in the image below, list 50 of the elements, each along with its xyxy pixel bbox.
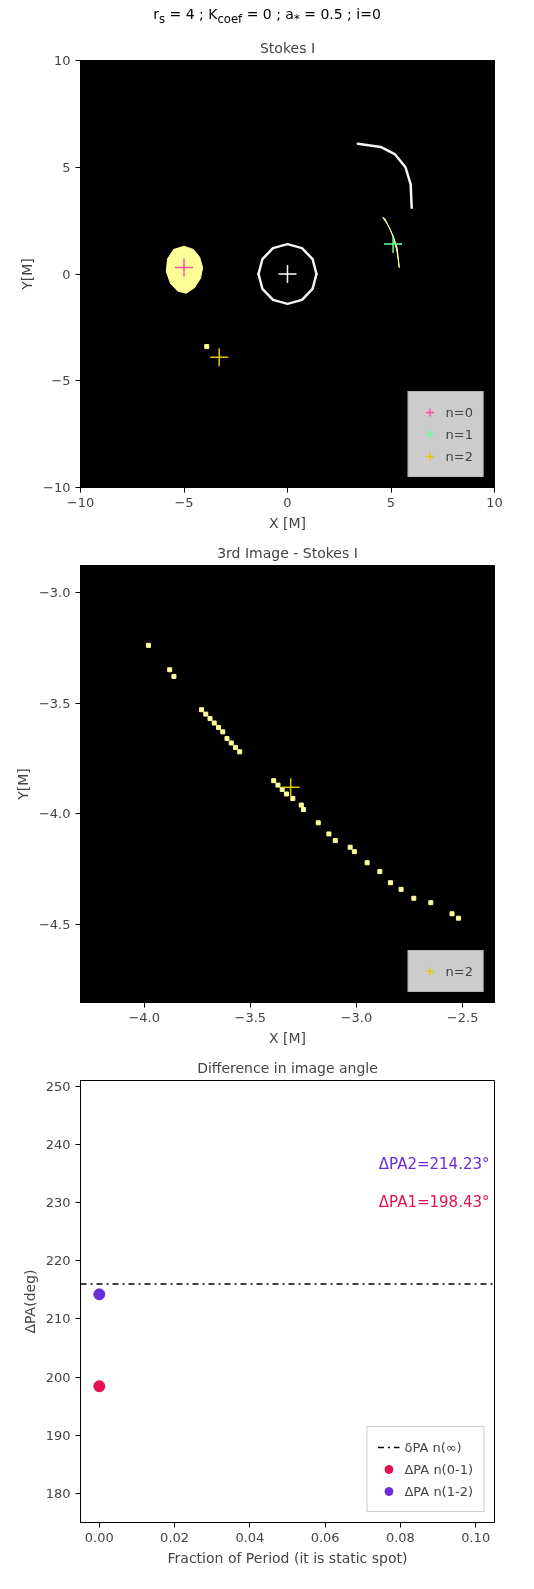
- x-tick-label: 0.08: [385, 1529, 415, 1545]
- y-tick-label: −3.0: [38, 584, 71, 600]
- x-tick-label: 0: [283, 494, 292, 510]
- y-tick-label: 250: [45, 1078, 71, 1094]
- y-tick-label: −3.5: [38, 695, 71, 711]
- y-tick-label: 0: [62, 266, 71, 282]
- chart-subtitle: Difference in image angle: [197, 1059, 378, 1076]
- y-tick-label: 10: [53, 53, 71, 68]
- annotation: ΔPA1=198.43°: [378, 1192, 490, 1211]
- y-tick-label: 5: [62, 159, 71, 175]
- y-tick-label: 190: [45, 1427, 71, 1443]
- x-tick-label: −3.0: [340, 1009, 373, 1025]
- x-tick-label: 0.00: [84, 1529, 114, 1545]
- legend-label: n=0: [445, 404, 473, 420]
- legend-label: n=2: [445, 963, 473, 979]
- y-tick-label: 200: [45, 1369, 71, 1385]
- x-tick-label: 0.06: [310, 1529, 340, 1545]
- x-axis-title: X [M]: [268, 514, 307, 531]
- legend-label: δPA n(∞): [404, 1439, 462, 1455]
- y-tick-label: −5: [51, 373, 71, 389]
- x-tick-label: −4.0: [128, 1009, 160, 1025]
- y-axis-title: Y[M]: [14, 768, 31, 801]
- y-tick-label: 210: [45, 1311, 71, 1327]
- x-tick-label: 10: [486, 494, 503, 510]
- x-tick-label: 0.10: [461, 1529, 491, 1545]
- y-tick-label: 240: [45, 1136, 71, 1152]
- x-tick-label: −3.5: [234, 1009, 267, 1025]
- x-tick-label: 0.04: [235, 1529, 265, 1545]
- x-tick-label: −2.5: [446, 1009, 479, 1025]
- x-tick-label: 5: [386, 494, 396, 510]
- legend-label: n=1: [445, 426, 473, 442]
- chart-subtitle: 3rd Image - Stokes I: [217, 544, 358, 561]
- y-tick-label: −10: [43, 480, 71, 495]
- x-tick-label: 0.02: [160, 1529, 190, 1545]
- y-tick-label: 220: [45, 1253, 71, 1269]
- y-axis-title: ΔPA(deg): [21, 1269, 38, 1334]
- y-tick-label: 230: [45, 1195, 71, 1211]
- x-axis-title: Fraction of Period (it is static spot): [167, 1549, 408, 1566]
- x-axis-title: X [M]: [268, 1029, 307, 1046]
- y-axis-title: Y[M]: [19, 258, 36, 291]
- y-tick-label: 180: [45, 1485, 71, 1501]
- x-tick-label: −5: [174, 494, 194, 510]
- annotation: ΔPA2=214.23°: [378, 1154, 490, 1173]
- chart-subtitle: Stokes I: [259, 39, 316, 56]
- chart-title: r$_{s}$ = 4 ; K$_{coef}$ = 0 ; a$_{*}$ = 0.5 ; i=0: [152, 5, 382, 28]
- legend-label: ΔPA n(1-2): [404, 1483, 473, 1499]
- legend-label: ΔPA n(0-1): [404, 1461, 473, 1477]
- legend-label: n=2: [445, 448, 473, 464]
- y-tick-label: −4.0: [38, 806, 71, 822]
- y-tick-label: −4.5: [38, 917, 71, 933]
